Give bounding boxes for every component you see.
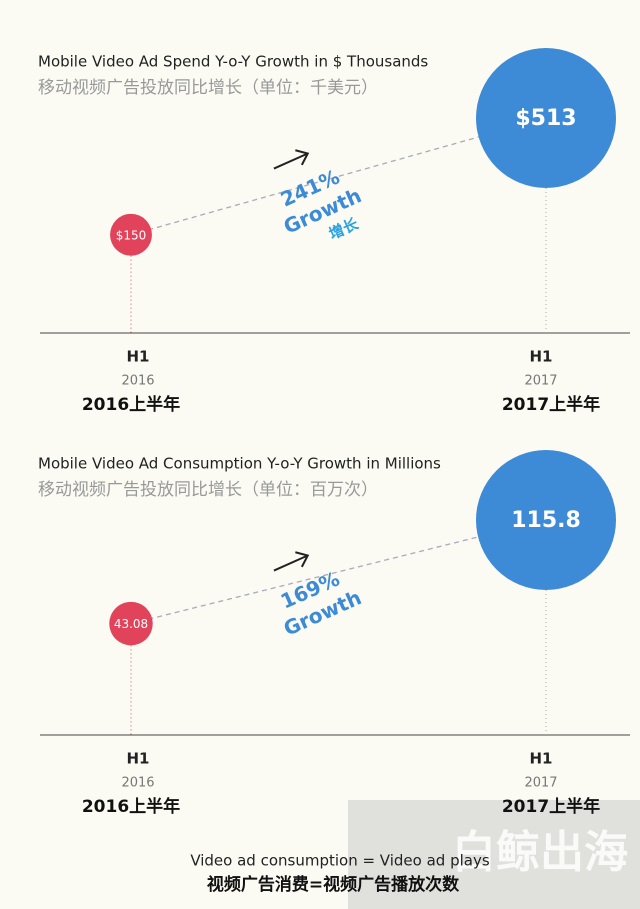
x-name-label: 2017上半年 bbox=[502, 796, 600, 817]
x-tick-label: H1 bbox=[127, 750, 150, 768]
x-year-label: 2017 bbox=[524, 374, 557, 389]
bubble bbox=[476, 48, 616, 188]
x-name-label: 2017上半年 bbox=[502, 394, 600, 415]
footer-line: Video ad consumption = Video ad plays bbox=[190, 852, 490, 870]
data-label: 115.8 bbox=[511, 508, 581, 533]
data-label: $150 bbox=[116, 228, 147, 242]
footer-line: 视频广告消费=视频广告播放次数 bbox=[207, 874, 460, 895]
data-label: $513 bbox=[515, 106, 576, 131]
bubble bbox=[110, 213, 152, 256]
chart-title: Mobile Video Ad Consumption Y-o-Y Growth… bbox=[38, 455, 441, 473]
x-tick-label: H1 bbox=[127, 348, 150, 366]
bubble bbox=[109, 601, 153, 646]
bubble bbox=[476, 450, 616, 590]
growth-arrow bbox=[273, 551, 310, 572]
chart-subtitle: 移动视频广告投放同比增长（单位：百万次） bbox=[38, 480, 378, 500]
x-tick-label: H1 bbox=[530, 750, 553, 768]
x-tick-label: H1 bbox=[530, 348, 553, 366]
x-name-label: 2016上半年 bbox=[82, 796, 180, 817]
data-label: 43.08 bbox=[114, 617, 148, 631]
chart-subtitle: 移动视频广告投放同比增长（单位：千美元） bbox=[38, 78, 378, 98]
x-name-label: 2016上半年 bbox=[82, 394, 180, 415]
chart: Mobile Video Ad Consumption Y-o-Y Growth… bbox=[38, 450, 630, 817]
growth-arrow bbox=[273, 149, 310, 170]
chart: Mobile Video Ad Spend Y-o-Y Growth in $ … bbox=[38, 48, 630, 415]
chart-title: Mobile Video Ad Spend Y-o-Y Growth in $ … bbox=[38, 53, 428, 71]
x-year-label: 2017 bbox=[524, 776, 557, 791]
watermark: 白鲸出海 bbox=[452, 827, 628, 878]
watermark-box bbox=[348, 800, 640, 909]
x-year-label: 2016 bbox=[121, 374, 154, 389]
x-year-label: 2016 bbox=[121, 776, 154, 791]
